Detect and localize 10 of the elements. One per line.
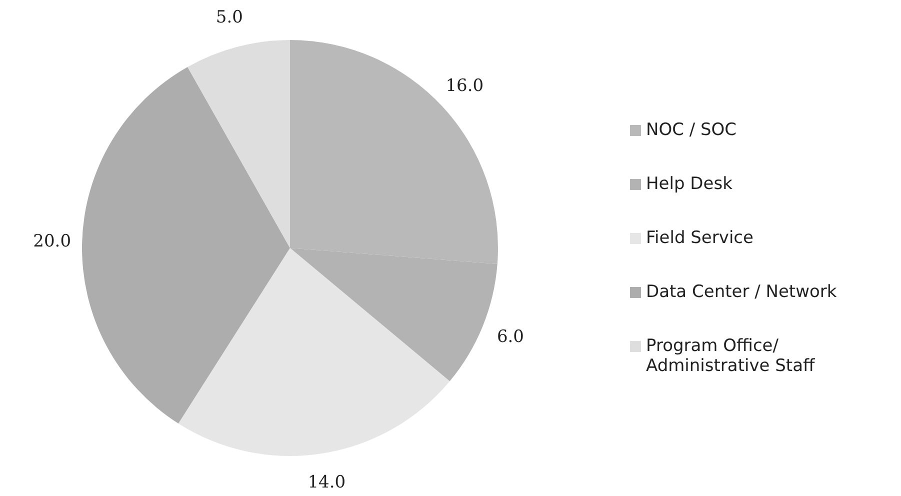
legend-label: Field Service bbox=[646, 228, 754, 248]
data-label: 14.0 bbox=[308, 472, 346, 493]
legend-label: Help Desk bbox=[646, 174, 732, 194]
legend-label: Data Center / Network bbox=[646, 282, 837, 302]
data-label: 5.0 bbox=[216, 7, 243, 28]
legend-label: Program Office/ Administrative Staff bbox=[646, 336, 816, 376]
legend-label: NOC / SOC bbox=[646, 120, 737, 140]
data-label: 16.0 bbox=[446, 76, 484, 96]
data-label: 6.0 bbox=[496, 327, 524, 348]
data-label: 20.0 bbox=[33, 231, 72, 252]
